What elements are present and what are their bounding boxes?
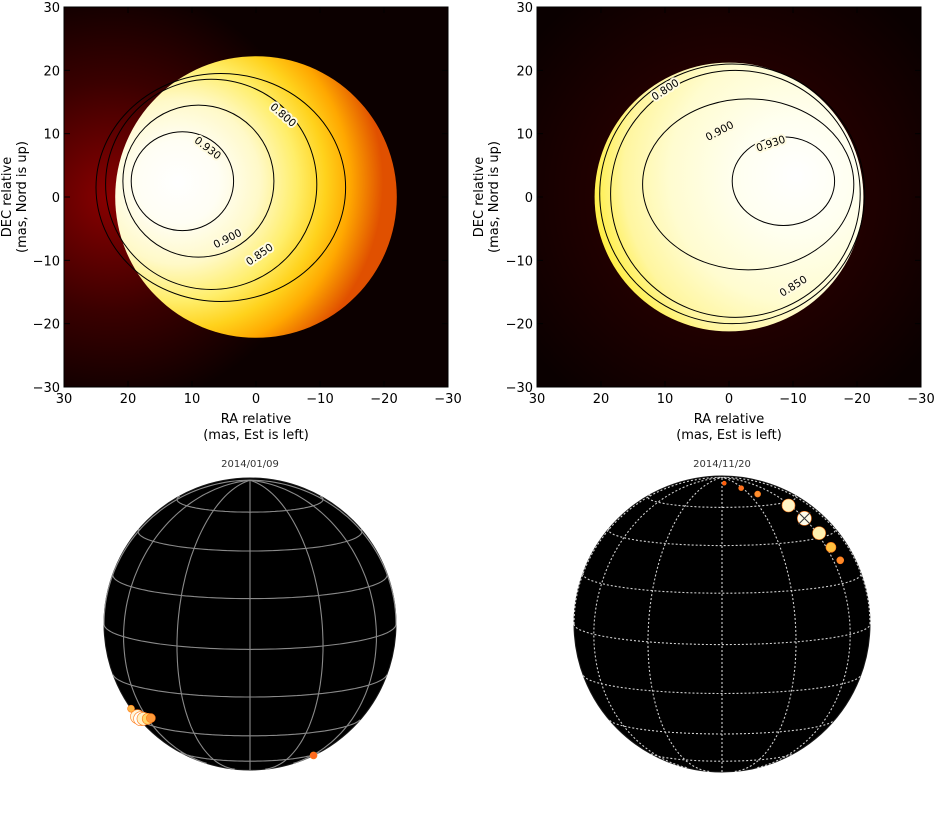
parallel-line: [573, 623, 871, 646]
x-tick-label: 10: [184, 392, 201, 407]
x-tick-label: 0: [725, 392, 733, 407]
y-axis-label: DEC relative: [0, 157, 15, 237]
y-tick-label: −10: [33, 254, 60, 269]
x-axis-ticks: 30 20 10 0 −10 −20 −30: [56, 7, 462, 407]
lat-lon-grid: [573, 476, 871, 772]
parallel-line: [176, 495, 324, 513]
parallel-line: [139, 719, 361, 737]
y-axis-sublabel: (mas, Nord is up): [15, 141, 30, 253]
y-axis-ticks: −30 −20 −10 0 10 20 30: [506, 1, 921, 396]
surface-spot: [127, 704, 135, 713]
x-tick-label: 10: [657, 392, 674, 407]
x-tick-label: 30: [529, 392, 546, 407]
y-tick-label: −20: [506, 318, 533, 333]
x-tick-label: −30: [907, 392, 934, 407]
meridian-line: [593, 476, 723, 769]
parallel-line: [103, 623, 397, 650]
x-tick-label: −20: [843, 392, 870, 407]
stellar-disk: [594, 62, 864, 332]
contour-0.850: [105, 78, 318, 290]
meridian-line: [123, 479, 251, 764]
y-axis-label: DEC relative: [472, 157, 487, 237]
parallel-line: [582, 675, 862, 695]
y-tick-label: 20: [43, 64, 60, 79]
x-tick-label: 0: [252, 392, 260, 407]
surface-spot: [812, 526, 826, 540]
x-axis-label: RA relative: [694, 412, 765, 427]
x-axis-ticks: 30 20 10 0 −10 −20 −30: [529, 7, 935, 407]
y-tick-label: 0: [52, 191, 60, 206]
contour-0.800: [95, 73, 347, 302]
stellar-disk: [115, 56, 397, 338]
surface-spot: [309, 751, 318, 760]
y-tick-label: −20: [33, 318, 60, 333]
meridian-line: [103, 479, 251, 625]
meridian-line: [721, 476, 871, 625]
y-tick-label: 30: [516, 1, 533, 16]
y-tick-label: 10: [43, 128, 60, 143]
meridian-line: [721, 476, 797, 772]
star-surface-globe-left: 2014/01/09: [103, 459, 397, 771]
y-tick-label: −30: [506, 381, 533, 396]
cross-marker: [798, 511, 811, 525]
x-tick-label: −20: [370, 392, 397, 407]
contour-0.850: [610, 69, 861, 318]
x-tick-label: −30: [434, 392, 461, 407]
contour-0.930: [731, 136, 836, 227]
meridian-line: [249, 479, 397, 625]
meridian-line: [176, 479, 251, 770]
contour-0.930: [130, 131, 235, 232]
x-tick-label: 20: [120, 392, 137, 407]
y-tick-label: 10: [516, 128, 533, 143]
y-tick-label: 30: [43, 1, 60, 16]
meridian-line: [249, 479, 324, 770]
globe-title: 2014/11/20: [693, 459, 751, 470]
parallel-line: [137, 528, 363, 552]
surface-spot: [146, 713, 156, 723]
y-axis-ticks: −30 −20 −10 0 10 20 30: [33, 1, 448, 396]
surface-spots: [127, 704, 318, 760]
surface-spot: [825, 542, 837, 553]
y-axis-sublabel: (mas, Nord is up): [487, 141, 502, 253]
x-tick-label: −10: [779, 392, 806, 407]
meridian-line: [573, 476, 723, 625]
y-tick-label: −30: [33, 381, 60, 396]
x-axis-sublabel: (mas, Est is left): [203, 428, 309, 443]
surface-spot: [781, 498, 796, 513]
surface-spot: [836, 556, 845, 565]
x-axis-label: RA relative: [221, 412, 292, 427]
surface-spot: [721, 480, 727, 486]
x-axis-sublabel: (mas, Est is left): [676, 428, 782, 443]
parallel-line: [180, 751, 320, 762]
x-tick-label: −10: [306, 392, 333, 407]
cross-stroke: [798, 511, 811, 525]
parallel-line: [112, 674, 388, 698]
x-tick-label: 30: [56, 392, 73, 407]
parallel-line: [609, 719, 835, 735]
parallel-line: [582, 573, 862, 594]
x-tick-label: 20: [593, 392, 610, 407]
star-surface-globe-right: 2014/11/20: [573, 459, 871, 773]
surface-spot: [738, 485, 744, 491]
meridian-line: [721, 476, 851, 769]
surface-spot: [754, 490, 761, 498]
globe-title: 2014/01/09: [221, 459, 279, 470]
y-tick-label: −10: [506, 254, 533, 269]
y-tick-label: 0: [525, 191, 533, 206]
lat-lon-grid: [103, 479, 397, 770]
contour-0.900: [122, 104, 275, 258]
contour-0.900: [642, 98, 855, 271]
meridian-line: [249, 479, 377, 764]
contour-0.800: [599, 63, 866, 325]
parallel-line: [650, 753, 794, 762]
y-tick-label: 20: [516, 64, 533, 79]
parallel-line: [112, 573, 388, 600]
meridian-line: [647, 476, 723, 772]
